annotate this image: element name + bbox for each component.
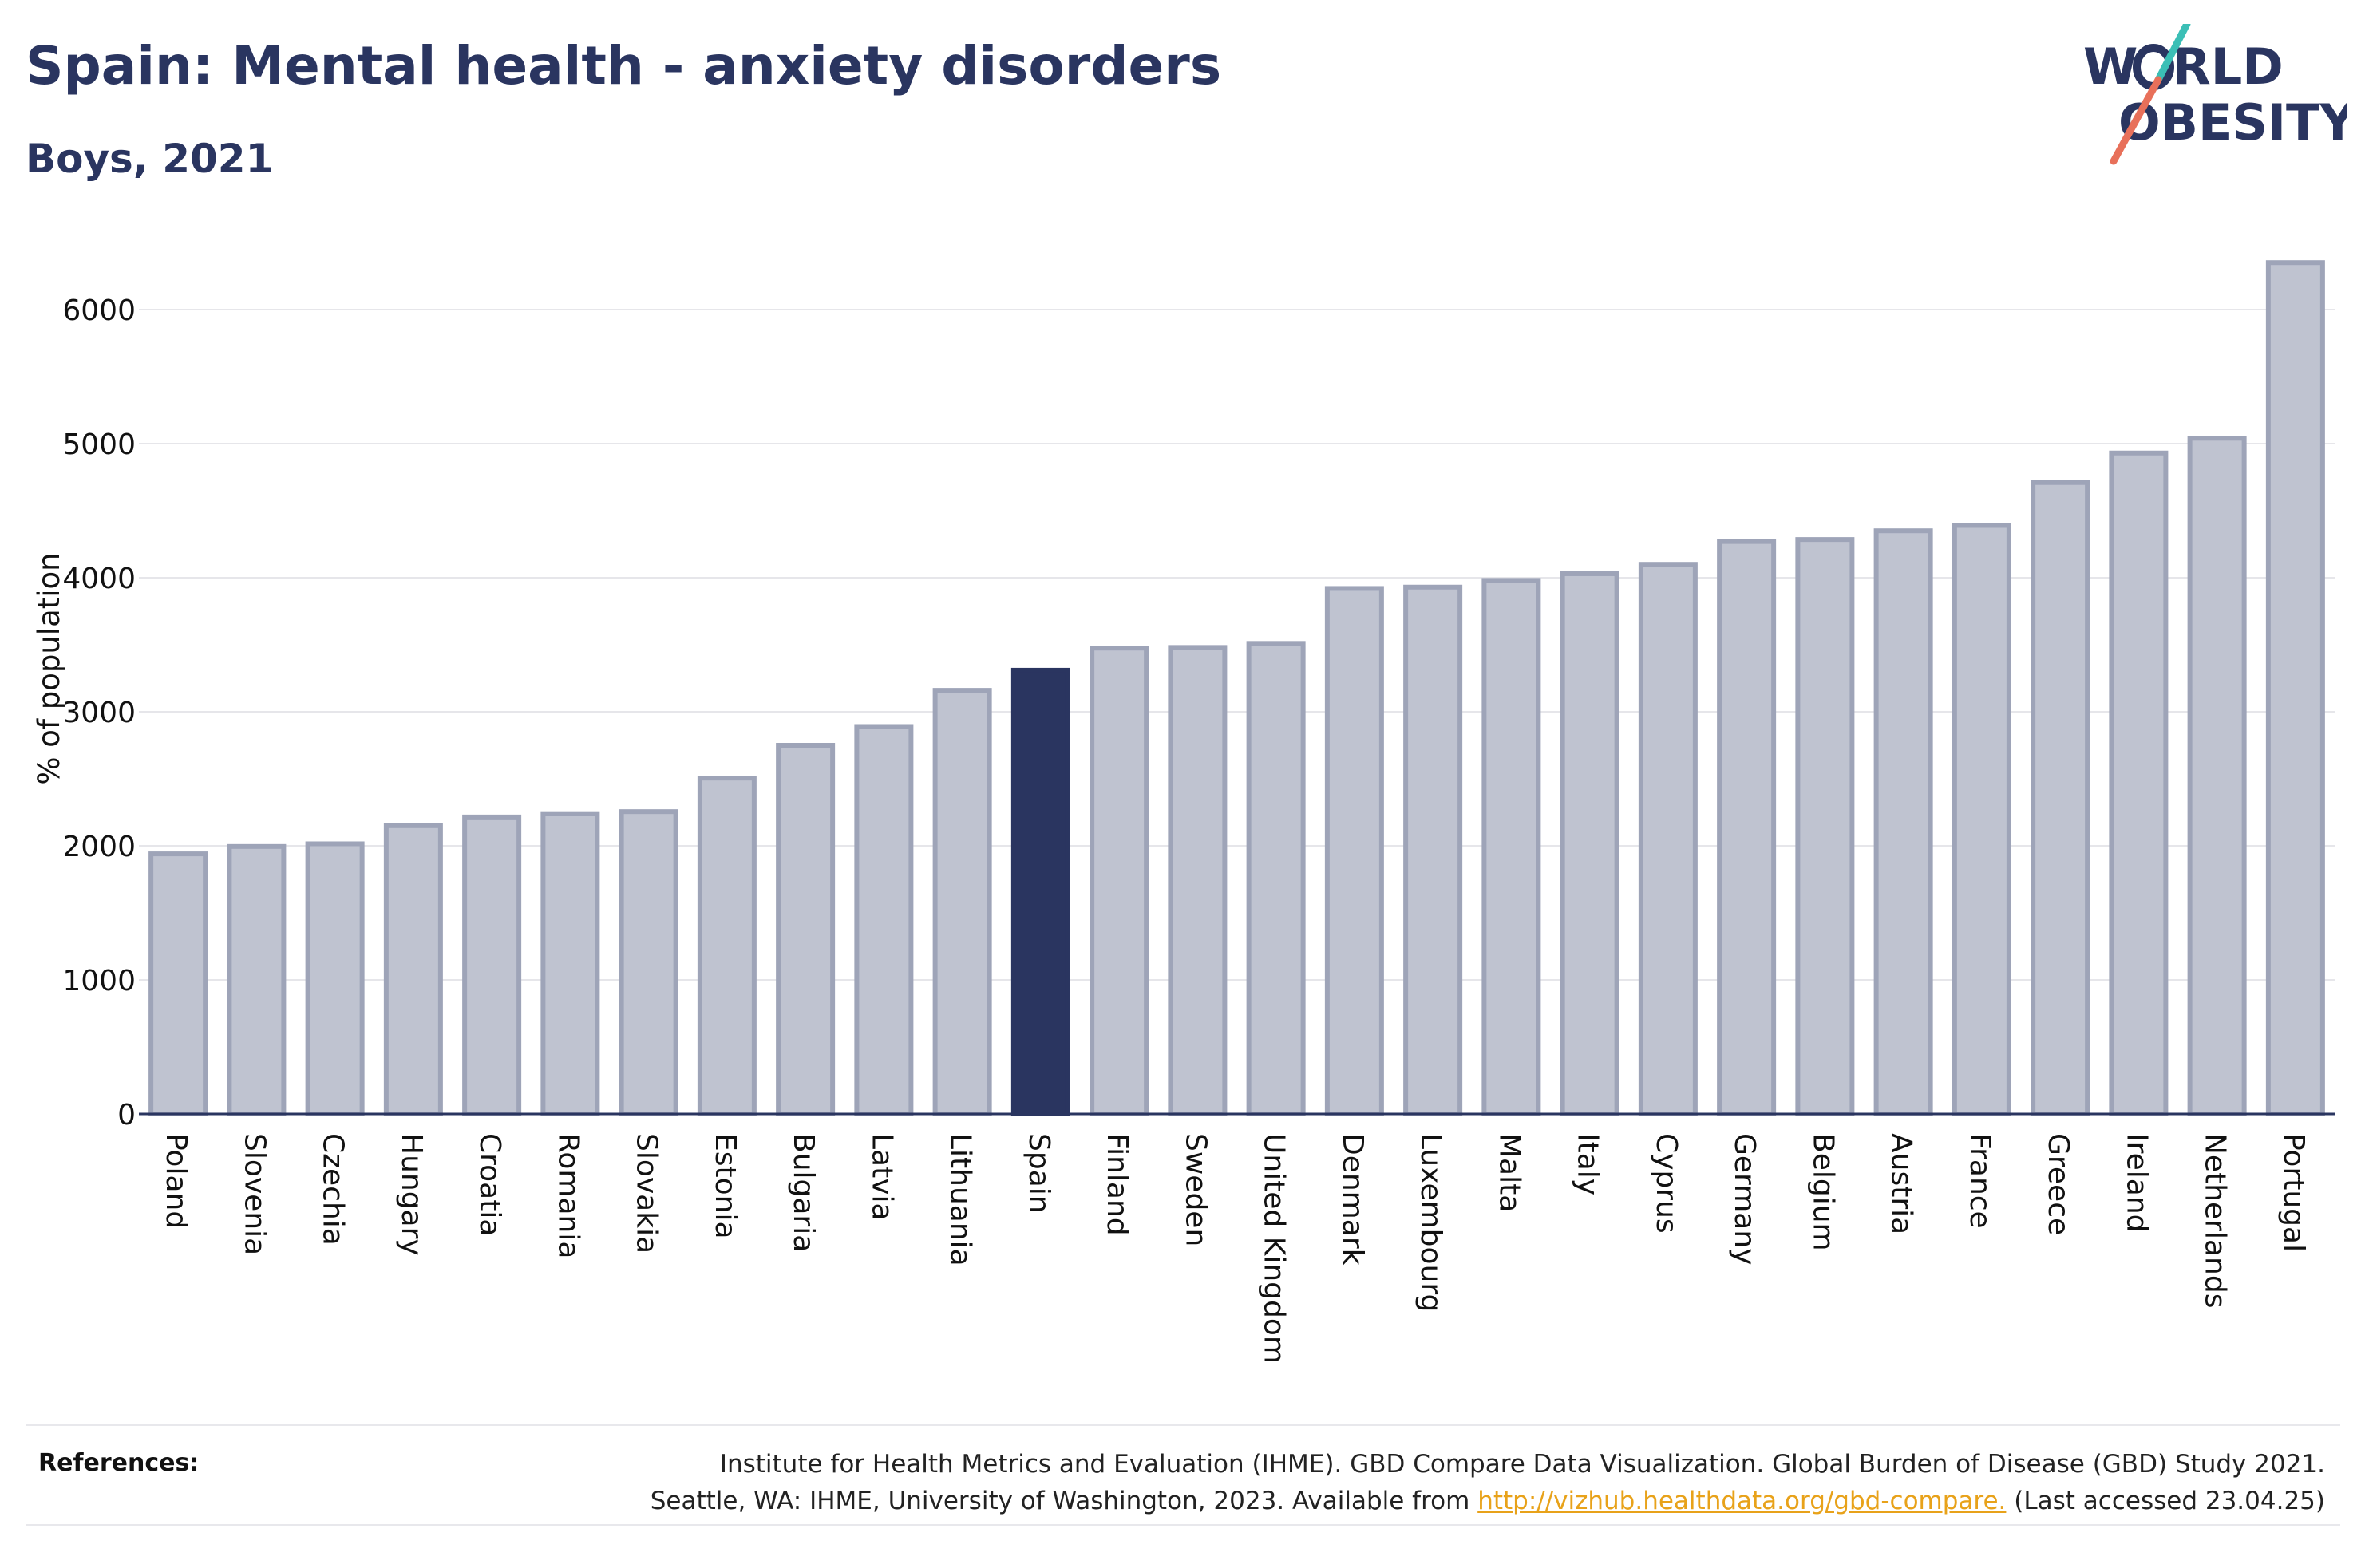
bar-croatia xyxy=(462,814,522,1116)
reference-line-1: Institute for Health Metrics and Evaluat… xyxy=(719,1450,2325,1479)
bar-ireland xyxy=(2109,450,2169,1116)
x-tick-label: Latvia xyxy=(865,1133,898,1221)
x-tick-label: Bulgaria xyxy=(787,1133,820,1252)
bar-slovenia xyxy=(227,843,287,1116)
bar-poland xyxy=(148,851,208,1116)
x-tick-label: United Kingdom xyxy=(1258,1133,1291,1364)
x-tick-label: Romania xyxy=(552,1133,584,1258)
x-tick-label: Slovenia xyxy=(238,1133,271,1255)
bar-greece xyxy=(2031,480,2090,1116)
x-tick-label: Portugal xyxy=(2277,1133,2310,1252)
x-tick-label: Greece xyxy=(2042,1133,2074,1235)
svg-text:OBESITY: OBESITY xyxy=(2118,93,2347,152)
x-tick-label: Cyprus xyxy=(1650,1133,1683,1234)
x-tick-label: Spain xyxy=(1022,1133,1055,1214)
y-tick-label: 5000 xyxy=(62,429,136,461)
bar-portugal xyxy=(2265,260,2325,1117)
bar-netherlands xyxy=(2187,436,2247,1116)
x-tick-label: Finland xyxy=(1101,1133,1133,1236)
x-tick-label: Lithuania xyxy=(944,1133,977,1266)
references-label: References: xyxy=(38,1449,200,1477)
y-tick-label: 3000 xyxy=(62,697,136,729)
bar-latvia xyxy=(854,724,914,1116)
chart-title: Spain: Mental health - anxiety disorders xyxy=(26,35,1222,97)
bar-malta xyxy=(1481,578,1541,1116)
x-tick-label: Denmark xyxy=(1336,1133,1369,1266)
bar-austria xyxy=(1873,528,1933,1116)
bar-france xyxy=(1952,523,2011,1116)
bar-italy xyxy=(1560,571,1619,1116)
bar-bulgaria xyxy=(776,743,836,1116)
x-tick-label: Luxembourg xyxy=(1414,1133,1447,1312)
x-tick-label: Germany xyxy=(1728,1133,1761,1265)
x-tick-label: Austria xyxy=(1885,1133,1918,1234)
x-tick-label: Hungary xyxy=(395,1133,428,1256)
y-tick-label: 4000 xyxy=(62,563,136,595)
bar-hungary xyxy=(383,823,443,1117)
bar-estonia xyxy=(697,776,757,1116)
world-obesity-logo: W RLD OBESITY xyxy=(2083,24,2347,165)
x-tick-label: Malta xyxy=(1493,1133,1525,1212)
x-tick-label: Netherlands xyxy=(2199,1133,2232,1308)
bar-united-kingdom xyxy=(1246,641,1306,1116)
chart-subtitle: Boys, 2021 xyxy=(26,136,274,182)
bar-cyprus xyxy=(1638,562,1698,1116)
y-tick-label: 1000 xyxy=(62,965,136,997)
bar-czechia xyxy=(305,841,365,1116)
references-text: Institute for Health Metrics and Evaluat… xyxy=(651,1446,2325,1519)
x-tick-label: Croatia xyxy=(473,1133,506,1236)
footer-divider-top xyxy=(26,1424,2340,1426)
tick-labels: 0 1000 2000 3000 4000 5000 6000 Poland Slovenia C… xyxy=(62,294,2310,1364)
reference-link[interactable]: http://vizhub.healthdata.org/gbd-compare… xyxy=(1477,1487,2007,1515)
bar-luxembourg xyxy=(1403,584,1463,1116)
bar-sweden xyxy=(1168,645,1228,1116)
x-tick-label: Slovakia xyxy=(631,1133,663,1254)
x-tick-label: Estonia xyxy=(709,1133,742,1239)
bar-romania xyxy=(540,811,600,1116)
bar-chart: 0 1000 2000 3000 4000 5000 6000 Poland Slovenia C… xyxy=(32,260,2335,1364)
y-tick-label: 0 xyxy=(117,1099,136,1132)
svg-text:RLD: RLD xyxy=(2173,38,2284,96)
y-tick-label: 6000 xyxy=(62,294,136,327)
y-tick-label: 2000 xyxy=(62,831,136,863)
bar-denmark xyxy=(1324,586,1384,1116)
x-tick-label: Poland xyxy=(160,1133,192,1229)
bar-germany xyxy=(1717,539,1777,1116)
x-tick-label: Italy xyxy=(1572,1133,1604,1195)
bars xyxy=(148,260,2325,1117)
bar-belgium xyxy=(1795,537,1855,1116)
y-axis-label: % of population xyxy=(32,552,66,784)
reference-line-2-suffix: (Last accessed 23.04.25) xyxy=(2006,1487,2325,1515)
x-tick-label: Ireland xyxy=(2120,1133,2153,1233)
x-tick-label: France xyxy=(1964,1133,1996,1229)
bar-finland xyxy=(1090,646,1149,1116)
bar-slovakia xyxy=(619,809,678,1116)
x-tick-label: Sweden xyxy=(1179,1133,1212,1246)
x-tick-label: Czechia xyxy=(317,1133,350,1246)
svg-text:W: W xyxy=(2083,38,2138,96)
x-tick-label: Belgium xyxy=(1806,1133,1839,1251)
reference-line-2: Seattle, WA: IHME, University of Washing… xyxy=(651,1483,2325,1519)
bar-spain xyxy=(1010,667,1070,1116)
footer-divider-bottom xyxy=(26,1524,2340,1526)
bar-lithuania xyxy=(932,688,992,1116)
reference-line-2-prefix: Seattle, WA: IHME, University of Washing… xyxy=(650,1487,1478,1515)
